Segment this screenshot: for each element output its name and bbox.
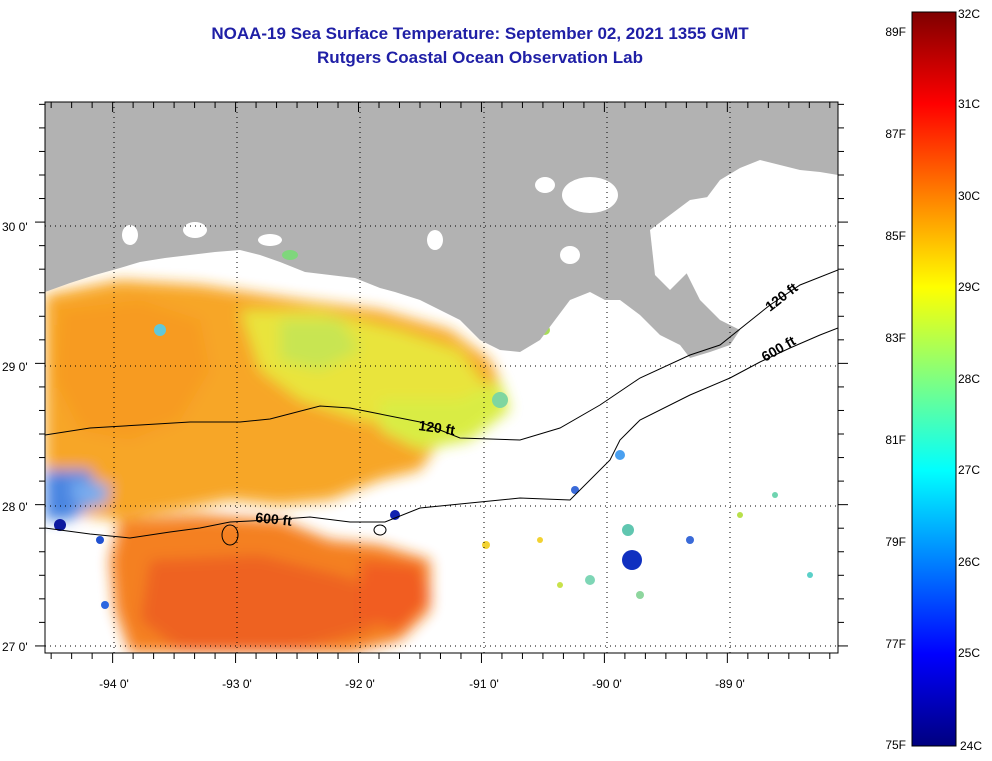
colorbar-celsius-labels: 32C 31C 30C 29C 28C 27C 26C 25C 24C bbox=[958, 7, 982, 753]
celsius-label: 30C bbox=[958, 189, 980, 203]
fahrenheit-label: 85F bbox=[885, 229, 906, 243]
lon-label: -91 0' bbox=[469, 677, 499, 691]
lat-label: 30 0' bbox=[2, 220, 28, 234]
lon-label: -90 0' bbox=[592, 677, 622, 691]
celsius-label: 26C bbox=[958, 555, 980, 569]
celsius-label: 24C bbox=[960, 739, 982, 753]
isobath-600ft bbox=[45, 327, 838, 539]
fahrenheit-label: 87F bbox=[885, 127, 906, 141]
lon-label: -93 0' bbox=[222, 677, 252, 691]
lat-label: 29 0' bbox=[2, 360, 28, 374]
fahrenheit-label: 83F bbox=[885, 331, 906, 345]
fahrenheit-label: 79F bbox=[885, 535, 906, 549]
grand-lake bbox=[183, 222, 207, 238]
lon-label: -94 0' bbox=[99, 677, 129, 691]
lake-pontchartrain bbox=[562, 177, 618, 213]
fahrenheit-label: 77F bbox=[885, 637, 906, 651]
coastal-patch bbox=[282, 250, 298, 260]
lake-maurepas bbox=[535, 177, 555, 193]
isobath-label-600ft-west: 600 ft bbox=[255, 509, 293, 529]
celsius-label: 25C bbox=[958, 646, 980, 660]
fahrenheit-label: 89F bbox=[885, 25, 906, 39]
bathymetry-loop bbox=[373, 524, 387, 536]
celsius-label: 29C bbox=[958, 280, 980, 294]
celsius-label: 31C bbox=[958, 97, 980, 111]
bathymetry-loop bbox=[221, 524, 239, 546]
lon-label: -89 0' bbox=[715, 677, 745, 691]
land-mass bbox=[45, 102, 838, 358]
isobath-label-120ft-west: 120 ft bbox=[418, 417, 457, 438]
lake-salvador bbox=[560, 246, 580, 264]
map-title: NOAA-19 Sea Surface Temperature: Septemb… bbox=[211, 24, 749, 43]
fahrenheit-label: 81F bbox=[885, 433, 906, 447]
isobath-120ft bbox=[45, 269, 838, 441]
lon-label: -92 0' bbox=[345, 677, 375, 691]
celsius-label: 27C bbox=[958, 463, 980, 477]
celsius-label: 28C bbox=[958, 372, 980, 386]
lake-calcasieu bbox=[122, 225, 138, 245]
sst-patches bbox=[54, 324, 813, 609]
breton-sound bbox=[650, 195, 720, 290]
fahrenheit-label: 75F bbox=[885, 738, 906, 752]
atchafalaya-bay bbox=[427, 230, 443, 250]
frame-ticks bbox=[35, 102, 848, 663]
map-subtitle: Rutgers Coastal Ocean Observation Lab bbox=[317, 48, 643, 67]
lat-label: 27 0' bbox=[2, 640, 28, 654]
sst-field bbox=[45, 280, 510, 653]
lat-label: 28 0' bbox=[2, 500, 28, 514]
map-frame bbox=[44, 101, 839, 654]
colorbar bbox=[911, 11, 957, 747]
colorbar-fahrenheit-labels: 89F 87F 85F 83F 81F 79F 77F 75F bbox=[885, 25, 906, 752]
white-lake bbox=[258, 234, 282, 246]
graticule bbox=[45, 102, 838, 653]
celsius-label: 32C bbox=[958, 7, 980, 21]
